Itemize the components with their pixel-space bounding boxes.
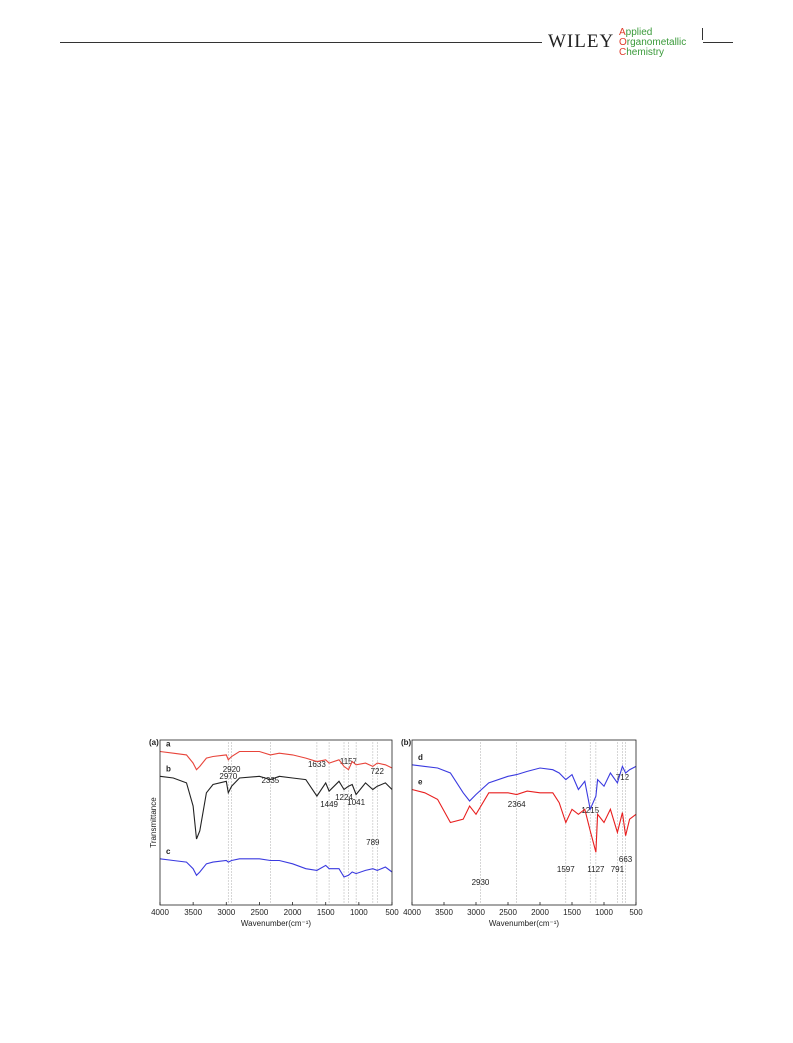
x-tick-label: 3000 [217,908,235,917]
series-label: a [166,740,171,749]
x-tick-label: 2500 [499,908,517,917]
x-tick-label: 2000 [531,908,549,917]
x-tick-label: 2500 [251,908,269,917]
panel-label: (a) [149,738,159,747]
spectrum-line [411,788,637,853]
peak-label: 2364 [508,800,526,809]
peak-label: 789 [366,838,380,847]
peak-label: 1449 [320,800,338,809]
peak-label: 1041 [347,798,365,807]
peak-label: 2930 [472,878,490,887]
x-axis-label: Wavenumber(cm⁻¹) [489,919,559,928]
spectrum-line [159,775,393,840]
x-tick-label: 3500 [435,908,453,917]
series-label: b [166,764,171,773]
x-tick-label: 500 [629,908,643,917]
x-tick-label: 1000 [350,908,368,917]
peak-label: 2335 [261,776,279,785]
peak-label: 1633 [308,760,326,769]
peak-label: 1597 [557,865,575,874]
plot-frame [411,739,637,906]
journal-name: Chemistry [619,47,665,58]
x-tick-label: 1500 [563,908,581,917]
plot-frame [159,739,393,906]
peak-label: 2920 [223,765,241,774]
peak-label: 1127 [587,865,605,874]
x-tick-label: 3500 [184,908,202,917]
x-tick-label: 1500 [317,908,335,917]
peak-label: 1215 [581,806,599,815]
spectrum-line [159,858,393,878]
y-axis-label: Transmittance [149,797,158,848]
peak-label: 1224 [335,793,353,802]
x-tick-label: 1000 [595,908,613,917]
peak-label: 663 [619,855,633,864]
journal-name: Applied [619,27,653,38]
x-tick-label: 3000 [467,908,485,917]
spectrum-line [159,750,393,771]
publisher: WILEY [548,31,615,52]
peak-label: 791 [611,865,625,874]
peak-label: 2970 [219,772,237,781]
series-label: d [418,753,423,762]
x-tick-label: 2000 [284,908,302,917]
peak-label: 1157 [340,757,358,766]
header-rule [60,42,542,43]
x-tick-label: 4000 [403,908,421,917]
x-tick-label: 4000 [151,908,169,917]
panel-label: (b) [401,738,412,747]
series-label: e [418,778,423,787]
spectrum-line [411,764,637,812]
series-label: c [166,847,171,856]
peak-label: 712 [616,773,630,782]
x-tick-label: 500 [385,908,399,917]
journal-name: Organometallic [619,37,687,48]
header-rule [703,42,733,43]
page-mark [702,28,703,40]
peak-label: 722 [371,767,385,776]
x-axis-label: Wavenumber(cm⁻¹) [241,919,311,928]
